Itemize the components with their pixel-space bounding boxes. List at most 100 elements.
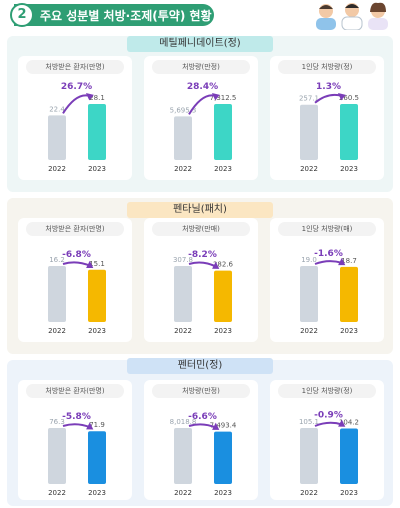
bar xyxy=(340,104,358,160)
tick-label: 2022 xyxy=(174,489,192,497)
data-label: 8,018.8 xyxy=(170,418,197,426)
change-label: -5.8% xyxy=(62,412,91,422)
trend-arrowhead xyxy=(212,422,220,430)
data-label: 15.1 xyxy=(89,260,105,268)
bar xyxy=(214,431,232,484)
trend-arrowhead xyxy=(212,261,220,269)
bar-chart: 8,018.8 2022 7,493.4 2023 -6.6% xyxy=(170,412,237,497)
bar xyxy=(88,269,106,322)
change-label: 26.7% xyxy=(61,82,92,92)
tick-label: 2022 xyxy=(48,489,66,497)
chart-subtitle: 1인당 처방량(매) xyxy=(278,222,376,236)
section-number-badge: 2 xyxy=(10,3,34,27)
trend-arrow xyxy=(62,261,91,267)
data-label: 282.6 xyxy=(213,261,234,269)
header-bar xyxy=(14,4,214,26)
data-label: 22.4 xyxy=(49,105,65,113)
chart-card: 처방량(만정) 8,018.8 2022 7,493.4 2023 -6.6% xyxy=(144,380,258,500)
tick-label: 2023 xyxy=(340,489,358,497)
trend-arrowhead xyxy=(86,260,94,269)
trend-arrow xyxy=(62,94,91,114)
chart-card: 처방받은 환자(만명) 16.2 2022 15.1 2023 -6.8% xyxy=(18,218,132,342)
bar-chart: 19.0 2022 18.7 2023 -1.6% xyxy=(300,249,358,335)
data-label: 71.9 xyxy=(89,421,105,429)
trend-arrowhead xyxy=(86,422,94,430)
tick-label: 2022 xyxy=(300,165,318,173)
chart-card: 1인당 처방량(매) 19.0 2022 18.7 2023 -1.6% xyxy=(270,218,384,342)
change-label: -1.6% xyxy=(314,249,343,259)
tick-label: 2023 xyxy=(214,327,232,335)
medical-staff-illustration-icon xyxy=(316,2,388,30)
change-label: 1.3% xyxy=(316,82,341,92)
chart-subtitle: 1인당 처방량(정) xyxy=(278,384,376,398)
chart-card: 처방량(만매) 307.8 2022 282.6 2023 -8.2% xyxy=(144,218,258,342)
chart-card: 처방량(만정) 5,695.3 2022 7,312.5 2023 28.4% xyxy=(144,56,258,180)
tick-label: 2023 xyxy=(340,165,358,173)
data-label: 7,312.5 xyxy=(210,94,237,102)
data-label: 16.2 xyxy=(49,256,65,264)
change-label: -8.2% xyxy=(188,250,217,260)
tick-label: 2023 xyxy=(214,489,232,497)
bar xyxy=(214,270,232,322)
data-label: 76.3 xyxy=(49,418,65,426)
trend-arrowhead xyxy=(337,93,346,101)
data-label: 7,493.4 xyxy=(210,422,237,430)
section-fentanyl: 펜타닐(패치) 처방받은 환자(만명) 16.2 2022 15.1 2023 -6.8%… xyxy=(7,198,393,354)
tick-label: 2023 xyxy=(340,327,358,335)
tick-label: 2022 xyxy=(174,165,192,173)
trend-arrow xyxy=(314,93,343,104)
bar xyxy=(48,266,66,322)
trend-arrow xyxy=(188,261,217,268)
bar-chart: 105.1 2022 104.2 2023 -0.9% xyxy=(299,410,359,497)
tick-label: 2022 xyxy=(300,489,318,497)
bar xyxy=(340,428,358,484)
bar-chart: 5,695.3 2022 7,312.5 2023 28.4% xyxy=(170,82,237,173)
tick-label: 2023 xyxy=(88,489,106,497)
bar-chart: 257.1 2022 260.5 2023 1.3% xyxy=(299,82,359,173)
bar xyxy=(174,116,192,160)
trend-arrowhead xyxy=(338,419,346,427)
data-label: 105.1 xyxy=(299,418,319,426)
chart-subtitle: 처방량(만정) xyxy=(152,384,250,398)
data-label: 104.2 xyxy=(339,418,359,426)
data-label: 257.1 xyxy=(299,95,319,103)
trend-arrowhead xyxy=(85,93,94,101)
bar xyxy=(300,428,318,484)
chart-card: 1인당 처방량(정) 105.1 2022 104.2 2023 -0.9% xyxy=(270,380,384,500)
section-phentermine: 펜터민(정) 처방받은 환자(만명) 76.3 2022 71.9 2023 -5.8% … xyxy=(7,358,393,506)
trend-arrowhead xyxy=(211,93,220,101)
bar xyxy=(300,266,318,322)
chart-card: 1인당 처방량(정) 257.1 2022 260.5 2023 1.3% xyxy=(270,56,384,180)
trend-arrow xyxy=(62,423,91,429)
data-label: 260.5 xyxy=(339,94,359,102)
tick-label: 2022 xyxy=(48,165,66,173)
section-title: 펜타닐(패치) xyxy=(127,202,273,218)
chart-subtitle: 처방받은 환자(만명) xyxy=(26,384,124,398)
tick-label: 2022 xyxy=(174,327,192,335)
bar xyxy=(174,266,192,322)
chart-subtitle: 처방받은 환자(만명) xyxy=(26,60,124,74)
bar xyxy=(88,104,106,160)
bar xyxy=(48,115,66,160)
trend-arrow xyxy=(314,260,343,265)
chart-subtitle: 처방량(만매) xyxy=(152,222,250,236)
bar xyxy=(214,104,232,160)
data-label: 307.8 xyxy=(173,256,193,264)
trend-arrow xyxy=(314,421,343,427)
change-label: -6.6% xyxy=(188,412,217,422)
tick-label: 2023 xyxy=(88,327,106,335)
section-title: 메틸페니데이트(정) xyxy=(127,36,273,52)
bar xyxy=(300,104,318,160)
bar-chart: 16.2 2022 15.1 2023 -6.8% xyxy=(48,250,106,335)
tick-label: 2022 xyxy=(48,327,66,335)
chart-subtitle: 1인당 처방량(정) xyxy=(278,60,376,74)
chart-card: 처방받은 환자(만명) 22.4 2022 28.1 2023 26.7% xyxy=(18,56,132,180)
data-label: 28.1 xyxy=(89,94,105,102)
bar-chart: 76.3 2022 71.9 2023 -5.8% xyxy=(48,412,106,497)
tick-label: 2023 xyxy=(88,165,106,173)
tick-label: 2023 xyxy=(214,165,232,173)
data-label: 19.0 xyxy=(301,256,317,264)
section-title: 펜터민(정) xyxy=(127,358,273,374)
data-label: 18.7 xyxy=(341,257,357,265)
bar xyxy=(174,428,192,484)
